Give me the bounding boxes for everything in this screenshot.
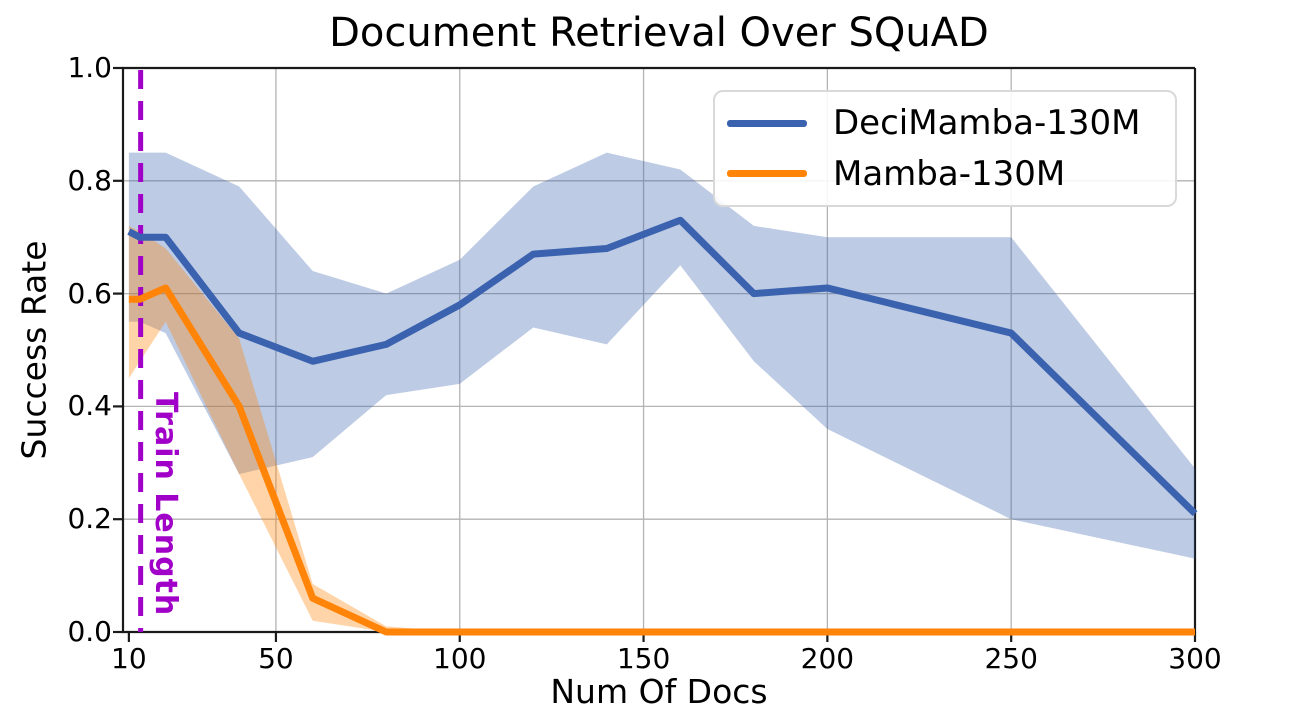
decimamba-line-swatch	[727, 119, 807, 127]
x-tick-label: 150	[616, 642, 671, 675]
x-axis-label: Num Of Docs	[550, 672, 768, 711]
y-tick-label: 0.4	[67, 389, 112, 423]
mamba-130m-line	[128, 284, 1195, 636]
legend-label-mamba: Mamba-130M	[833, 153, 1066, 194]
legend: DeciMamba-130M Mamba-130M	[713, 90, 1177, 207]
legend-entry-decimamba: DeciMamba-130M	[715, 98, 1175, 149]
y-axis-label: Success Rate	[14, 240, 54, 460]
y-tick-label: 1.0	[67, 51, 112, 84]
train-length-annotation: Train Length	[148, 392, 183, 617]
y-tick-label: 0.6	[67, 276, 112, 310]
x-tick-label: 250	[984, 642, 1038, 675]
x-tick-label: 10	[111, 642, 147, 675]
y-tick-label: 0.8	[67, 163, 112, 197]
decimamba-130m-line	[127, 216, 1198, 517]
legend-entry-mamba: Mamba-130M	[715, 149, 1175, 200]
x-tick-label: 300	[1168, 642, 1222, 675]
legend-label-decimamba: DeciMamba-130M	[833, 103, 1141, 144]
y-tick-label: 0.2	[67, 502, 112, 536]
decimamba-130m-band	[128, 152, 1195, 559]
mamba-line-swatch	[727, 170, 807, 178]
x-tick-label: 200	[800, 642, 855, 675]
y-tick-label: 0.0	[67, 615, 112, 648]
chart-title: Document Retrieval Over SQuAD	[329, 10, 989, 56]
x-tick-label: 50	[258, 642, 294, 675]
x-tick-label: 100	[433, 642, 487, 675]
